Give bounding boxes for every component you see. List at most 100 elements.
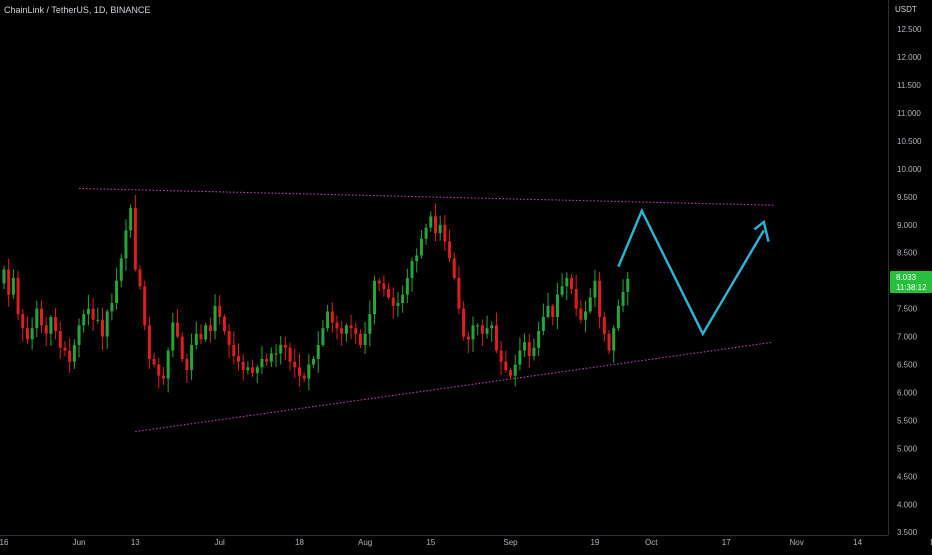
candle-body	[354, 328, 358, 334]
candle	[391, 287, 395, 319]
candle-body	[612, 328, 616, 351]
candle-body	[462, 308, 466, 337]
candle-body	[11, 277, 15, 295]
candle-body	[513, 364, 517, 376]
candle-body	[302, 375, 306, 379]
candle	[429, 211, 433, 232]
candle	[54, 308, 58, 340]
candle	[579, 299, 583, 324]
candle	[438, 215, 442, 241]
candle	[49, 315, 53, 346]
candle	[232, 331, 236, 365]
candle-body	[480, 325, 484, 334]
time-tick-label: Dec	[930, 538, 932, 547]
candle	[490, 321, 494, 342]
candle-body	[293, 361, 297, 368]
candle	[504, 350, 508, 373]
candle	[560, 273, 564, 298]
candle	[35, 300, 39, 338]
candle-body	[532, 347, 536, 357]
candle-body	[21, 314, 25, 329]
candle-body	[321, 328, 325, 345]
candle-body	[523, 342, 527, 351]
candle-body	[16, 277, 20, 315]
candle-body	[204, 325, 208, 340]
candle-body	[227, 330, 231, 345]
candle-body	[387, 289, 391, 298]
symbol-title[interactable]: ChainLink / TetherUS, 1D, BINANCE	[4, 5, 151, 15]
resistance-trendline[interactable]	[79, 187, 774, 206]
projection-path[interactable]	[617, 207, 765, 337]
candle	[40, 300, 44, 334]
price-tick-label: 11.000	[897, 109, 921, 118]
candle	[237, 343, 240, 371]
candle-body	[429, 216, 433, 228]
candle	[274, 344, 278, 368]
candle-body	[330, 311, 334, 323]
candle-body	[133, 208, 137, 270]
candle	[616, 299, 620, 332]
candle	[16, 270, 20, 321]
candle-body	[251, 367, 255, 373]
candle	[21, 309, 25, 342]
candle-body	[232, 344, 236, 357]
candle	[218, 295, 222, 325]
candle-body	[326, 311, 330, 329]
candle	[396, 291, 400, 317]
candle	[569, 274, 573, 295]
price-tick-label: 3.500	[897, 528, 918, 537]
candle-body	[307, 364, 311, 379]
price-tick-label: 6.000	[897, 388, 918, 397]
candle	[443, 214, 447, 251]
candle	[293, 348, 297, 378]
candle	[340, 320, 344, 346]
candle-body	[471, 325, 475, 340]
candle	[452, 252, 456, 280]
candle-body	[340, 328, 344, 334]
candle	[405, 268, 409, 304]
price-tick-label: 9.000	[897, 221, 918, 230]
candle-body	[537, 330, 541, 348]
candle	[607, 329, 611, 355]
candle-body	[593, 280, 597, 298]
candle	[260, 346, 264, 375]
candle	[124, 219, 128, 271]
candle-body	[213, 305, 217, 331]
candle	[241, 354, 245, 381]
candle-body	[490, 325, 494, 329]
candle-body	[551, 305, 555, 318]
candle-body	[297, 367, 301, 376]
time-tick-label: 14	[853, 538, 862, 547]
candle-body	[443, 224, 447, 242]
candle	[368, 300, 372, 347]
candle	[377, 277, 381, 292]
time-tick-label: 17	[722, 538, 731, 547]
candle	[30, 317, 34, 350]
price-tick-label: 4.000	[897, 500, 918, 509]
candle-body	[555, 294, 559, 318]
candle-body	[72, 344, 76, 362]
candle-body	[588, 297, 592, 312]
candle	[433, 203, 437, 242]
candle-body	[579, 308, 583, 320]
candle	[476, 323, 480, 336]
candle	[326, 304, 330, 332]
candle	[190, 333, 194, 380]
candle-body	[598, 280, 602, 318]
price-tick-label: 12.500	[897, 25, 922, 34]
price-tick-label: 10.000	[897, 165, 922, 174]
candle-body	[161, 375, 165, 379]
candle-body	[485, 328, 489, 334]
candle-body	[246, 367, 250, 371]
candle-body	[401, 294, 405, 304]
candle	[523, 333, 527, 358]
candle-body	[410, 261, 414, 278]
candle-body	[602, 317, 606, 334]
time-axis[interactable]: 16 Jun 13 Jul 18 Aug 15 Sep 19 Oct 17 Nov 14 Dec	[0, 538, 932, 547]
candle	[63, 341, 67, 357]
support-trendline[interactable]	[135, 341, 774, 433]
candle-body	[269, 353, 273, 362]
candle	[424, 223, 428, 245]
